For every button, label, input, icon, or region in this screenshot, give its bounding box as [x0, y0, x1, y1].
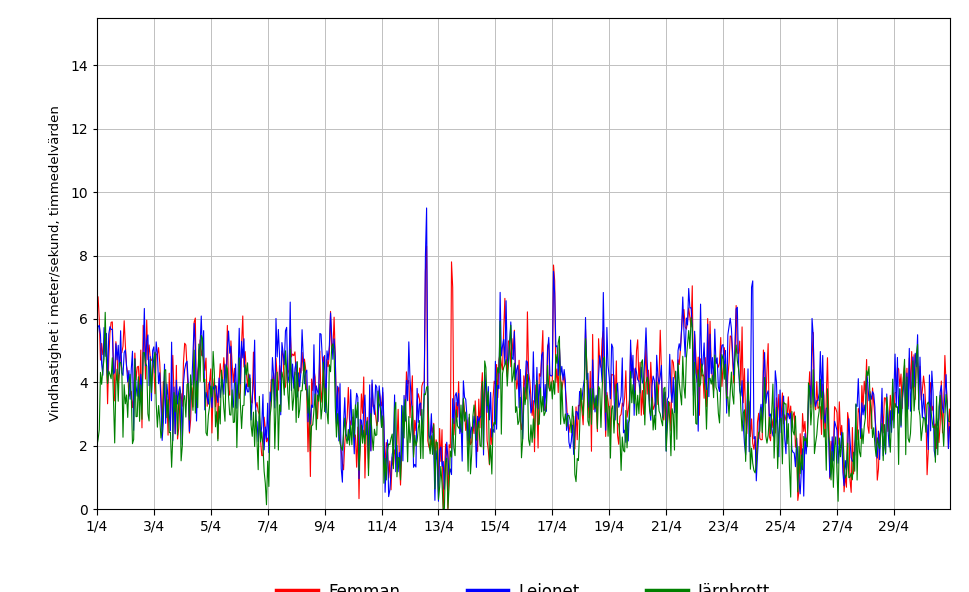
Line: Femman: Femman: [97, 246, 950, 509]
Y-axis label: Vindhastighet i meter/sekund, timmedelvärden: Vindhastighet i meter/sekund, timmedelvä…: [48, 105, 62, 422]
Line: Lejonet: Lejonet: [97, 208, 950, 501]
Lejonet: [944, 423, 955, 430]
Lejonet: [91, 335, 103, 342]
Femman: [654, 327, 666, 334]
Järnbrott: [328, 340, 339, 348]
Lejonet: [432, 498, 444, 505]
Lejonet: [654, 373, 666, 380]
Femman: [630, 388, 641, 395]
Lejonet: [107, 326, 118, 333]
Femman: [437, 506, 449, 513]
Legend: Femman, Lejonet, Järnbrott: Femman, Lejonet, Järnbrott: [269, 577, 777, 592]
Järnbrott: [944, 418, 955, 425]
Femman: [281, 365, 293, 372]
Järnbrott: [196, 332, 207, 339]
Järnbrott: [100, 309, 111, 316]
Femman: [91, 312, 103, 319]
Femman: [421, 243, 432, 250]
Line: Järnbrott: Järnbrott: [97, 313, 950, 509]
Lejonet: [630, 365, 641, 372]
Lejonet: [326, 333, 337, 340]
Femman: [107, 318, 118, 326]
Femman: [194, 336, 205, 343]
Järnbrott: [437, 506, 449, 513]
Järnbrott: [108, 397, 119, 404]
Järnbrott: [630, 387, 641, 394]
Lejonet: [281, 324, 293, 331]
Järnbrott: [654, 410, 666, 417]
Järnbrott: [282, 390, 294, 397]
Femman: [944, 406, 955, 413]
Järnbrott: [91, 442, 103, 449]
Femman: [326, 349, 337, 356]
Lejonet: [421, 204, 432, 211]
Lejonet: [194, 342, 205, 349]
